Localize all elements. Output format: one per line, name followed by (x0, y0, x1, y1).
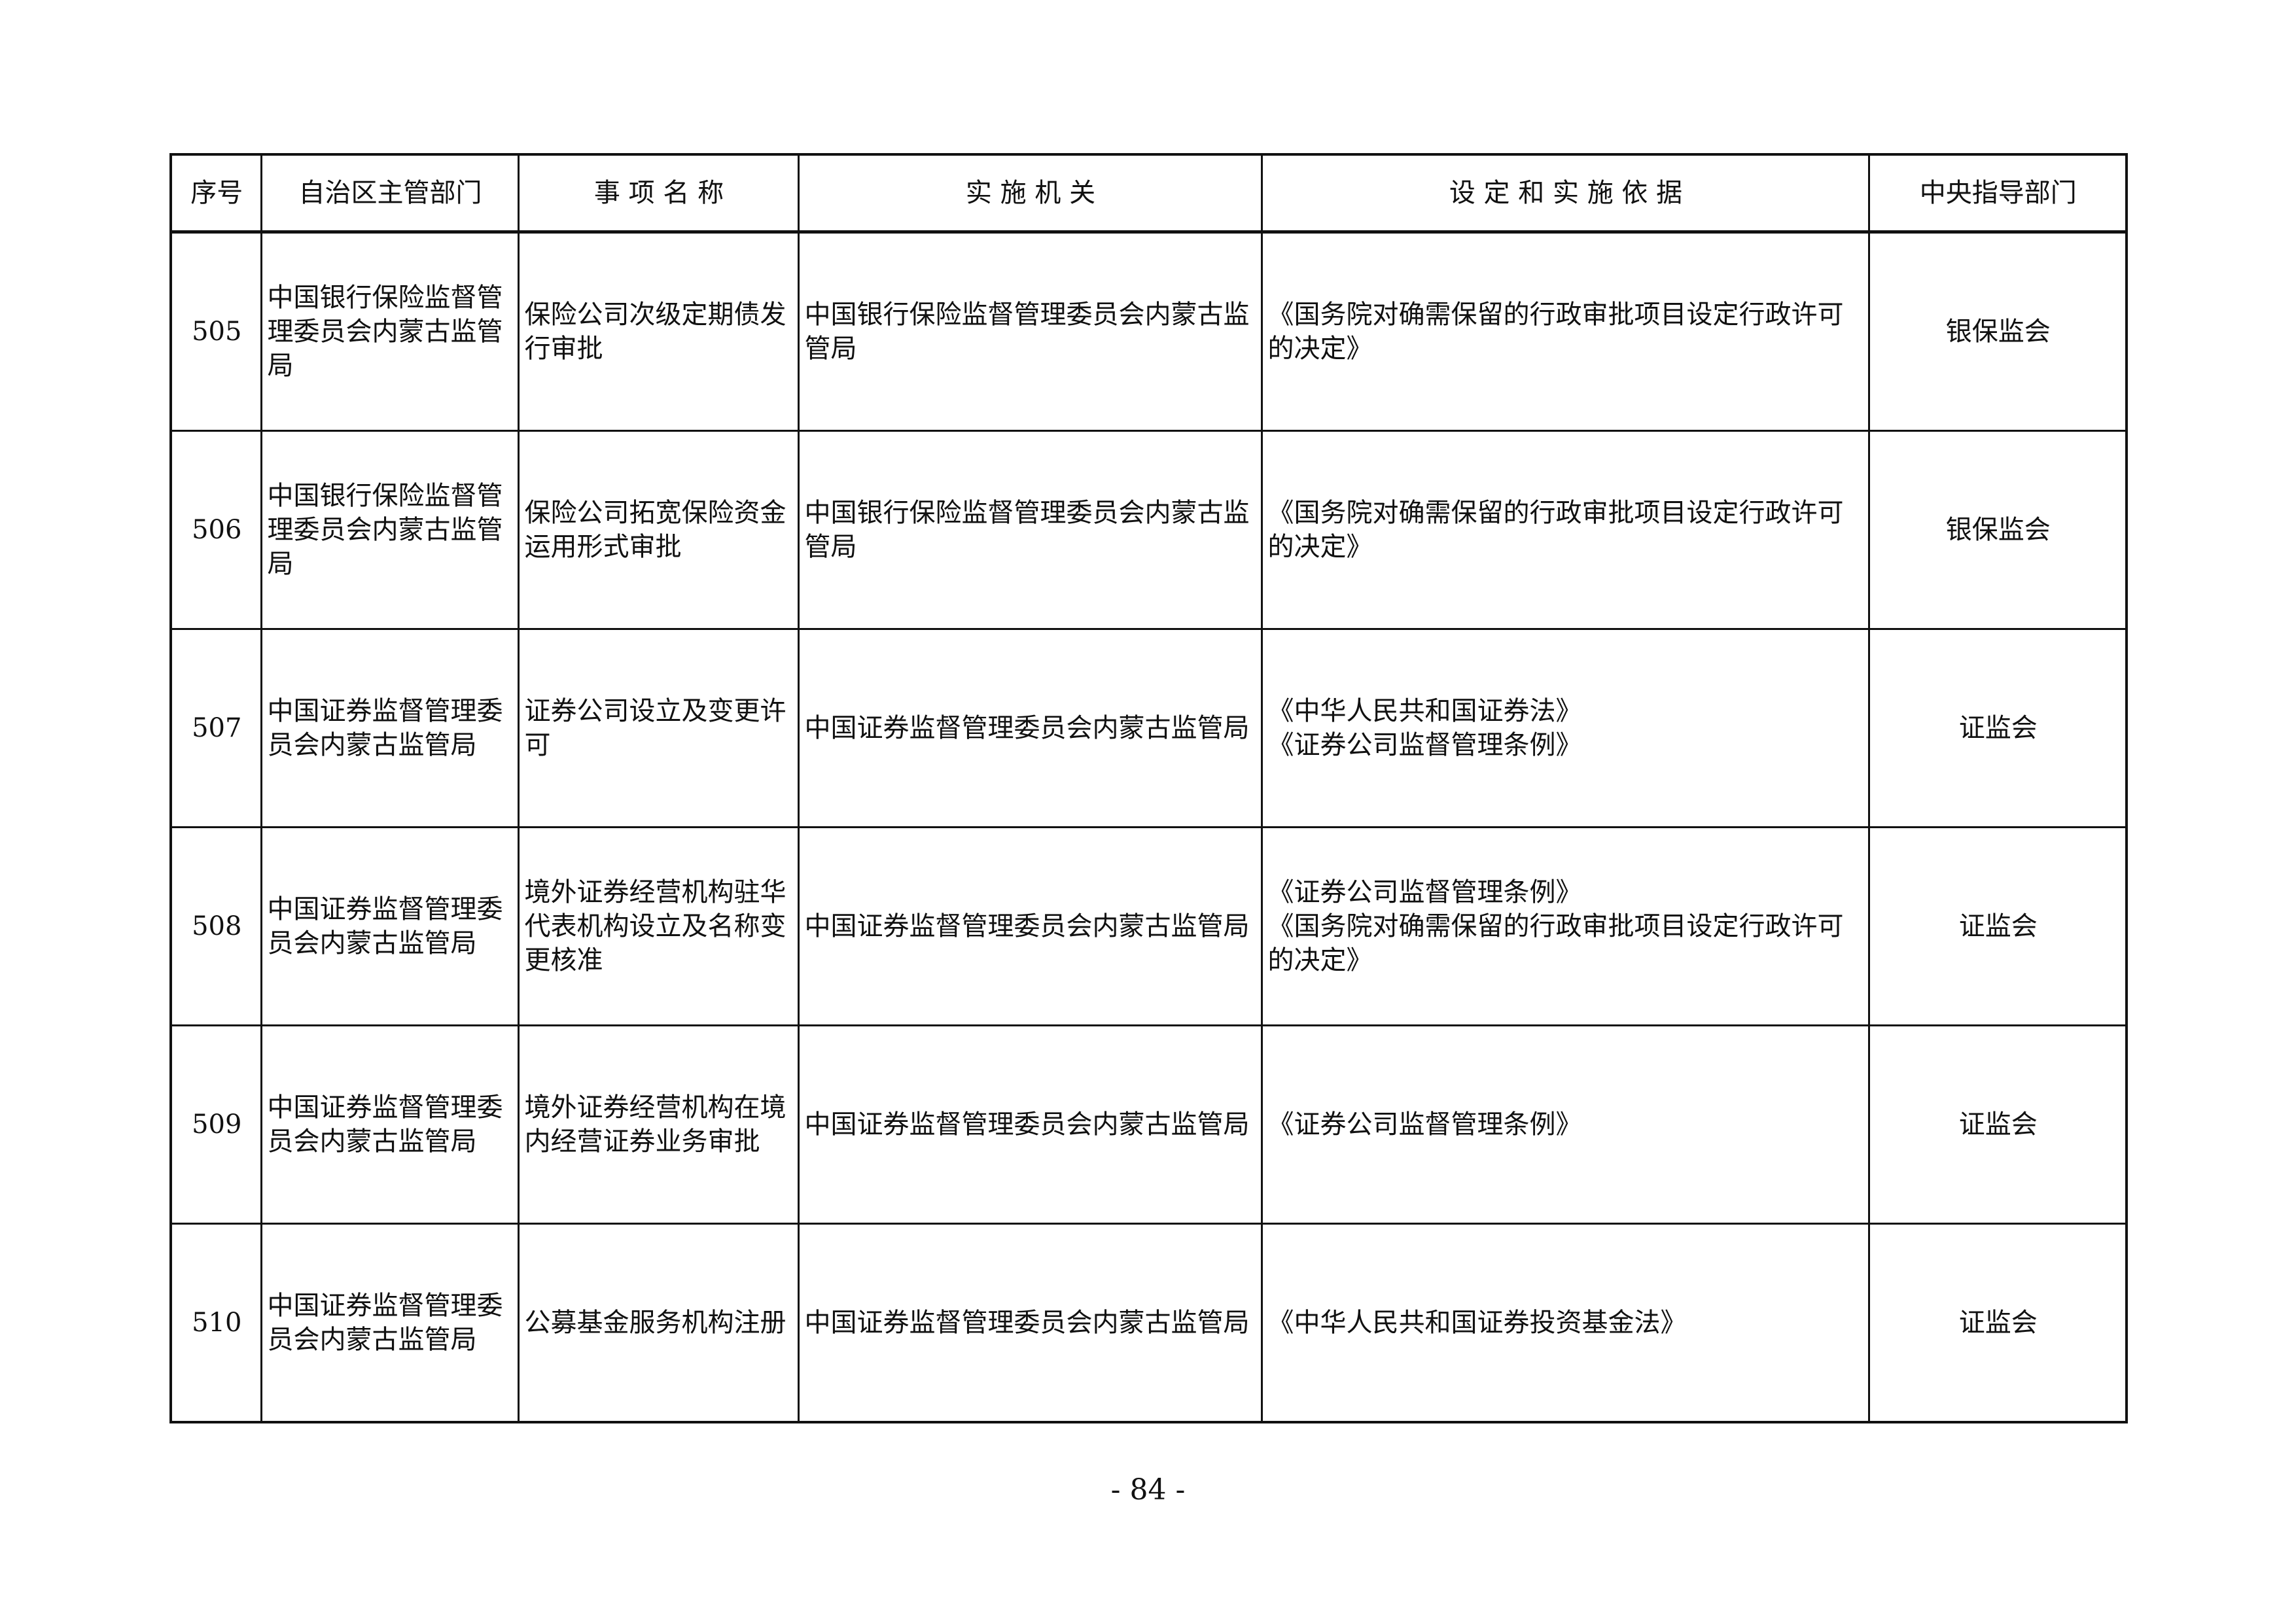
basis-line: 《证券公司监督管理条例》 (1267, 730, 1582, 760)
cell-dept: 中国证券监督管理委员会内蒙古监管局 (260, 1024, 520, 1225)
cell-agency: 中国证券监督管理委员会内蒙古监管局 (797, 1024, 1263, 1225)
header-agency: 实 施 机 关 (797, 153, 1263, 234)
cell-dept: 中国银行保险监督管理委员会内蒙古监管局 (260, 430, 520, 630)
row-number: 508 (169, 826, 262, 1026)
cell-dept: 中国银行保险监督管理委员会内蒙古监管局 (260, 231, 520, 432)
cell-agency: 中国银行保险监督管理委员会内蒙古监管局 (797, 231, 1263, 432)
basis-line: 《中华人民共和国证券投资基金法》 (1267, 1308, 1687, 1338)
header-no: 序号 (169, 153, 262, 234)
cell-item: 证券公司设立及变更许可 (517, 628, 800, 828)
cell-central: 银保监会 (1867, 430, 2128, 630)
cell-item: 公募基金服务机构注册 (517, 1223, 800, 1423)
cell-item: 保险公司拓宽保险资金运用形式审批 (517, 430, 800, 630)
basis-line: 《国务院对确需保留的行政审批项目设定行政许可的决定》 (1267, 300, 1844, 364)
cell-agency: 中国证券监督管理委员会内蒙古监管局 (797, 826, 1263, 1026)
row-number: 509 (169, 1024, 262, 1225)
table-row: 505 中国银行保险监督管理委员会内蒙古监管局 保险公司次级定期债发行审批 中国银行保… (169, 231, 2128, 432)
cell-basis: 《国务院对确需保留的行政审批项目设定行政许可的决定》 (1260, 430, 1870, 630)
cell-item: 境外证券经营机构在境内经营证券业务审批 (517, 1024, 800, 1225)
cell-basis: 《中华人民共和国证券法》 《证券公司监督管理条例》 (1260, 628, 1870, 828)
row-number: 510 (169, 1223, 262, 1423)
table-row: 507 中国证券监督管理委员会内蒙古监管局 证券公司设立及变更许可 中国证券监督管理委… (169, 628, 2128, 828)
basis-line: 《国务院对确需保留的行政审批项目设定行政许可的决定》 (1267, 911, 1844, 975)
cell-basis: 《证券公司监督管理条例》 (1260, 1024, 1870, 1225)
cell-dept: 中国证券监督管理委员会内蒙古监管局 (260, 628, 520, 828)
row-number: 505 (169, 231, 262, 432)
cell-agency: 中国证券监督管理委员会内蒙古监管局 (797, 628, 1263, 828)
cell-basis: 《国务院对确需保留的行政审批项目设定行政许可的决定》 (1260, 231, 1870, 432)
header-basis: 设 定 和 实 施 依 据 (1260, 153, 1870, 234)
cell-dept: 中国证券监督管理委员会内蒙古监管局 (260, 826, 520, 1026)
table-row: 510 中国证券监督管理委员会内蒙古监管局 公募基金服务机构注册 中国证券监督管理委员… (169, 1223, 2128, 1423)
table-header-row: 序号 自治区主管部门 事 项 名 称 实 施 机 关 设 定 和 实 施 依 据… (169, 153, 2128, 234)
basis-line: 《中华人民共和国证券法》 (1267, 696, 1582, 726)
cell-agency: 中国银行保险监督管理委员会内蒙古监管局 (797, 430, 1263, 630)
basis-line: 《国务院对确需保留的行政审批项目设定行政许可的决定》 (1267, 498, 1844, 562)
row-number: 507 (169, 628, 262, 828)
page-number: - 84 - (1110, 1473, 1186, 1507)
cell-basis: 《中华人民共和国证券投资基金法》 (1260, 1223, 1870, 1423)
cell-central: 银保监会 (1867, 231, 2128, 432)
cell-central: 证监会 (1867, 826, 2128, 1026)
header-item: 事 项 名 称 (517, 153, 800, 234)
basis-line: 《证券公司监督管理条例》 (1267, 877, 1582, 907)
approval-items-table: 序号 自治区主管部门 事 项 名 称 实 施 机 关 设 定 和 实 施 依 据… (169, 153, 2128, 1423)
header-central: 中央指导部门 (1867, 153, 2128, 234)
cell-central: 证监会 (1867, 1024, 2128, 1225)
row-number: 506 (169, 430, 262, 630)
cell-central: 证监会 (1867, 1223, 2128, 1423)
cell-item: 境外证券经营机构驻华代表机构设立及名称变更核准 (517, 826, 800, 1026)
cell-central: 证监会 (1867, 628, 2128, 828)
cell-agency: 中国证券监督管理委员会内蒙古监管局 (797, 1223, 1263, 1423)
table-row: 508 中国证券监督管理委员会内蒙古监管局 境外证券经营机构驻华代表机构设立及名称变… (169, 826, 2128, 1026)
basis-line: 《证券公司监督管理条例》 (1267, 1109, 1582, 1140)
header-dept: 自治区主管部门 (260, 153, 520, 234)
cell-item: 保险公司次级定期债发行审批 (517, 231, 800, 432)
table-row: 506 中国银行保险监督管理委员会内蒙古监管局 保险公司拓宽保险资金运用形式审批 中国… (169, 430, 2128, 630)
table-row: 509 中国证券监督管理委员会内蒙古监管局 境外证券经营机构在境内经营证券业务审批中… (169, 1024, 2128, 1225)
cell-basis: 《证券公司监督管理条例》《国务院对确需保留的行政审批项目设定行政许可的决定》 (1260, 826, 1870, 1026)
cell-dept: 中国证券监督管理委员会内蒙古监管局 (260, 1223, 520, 1423)
